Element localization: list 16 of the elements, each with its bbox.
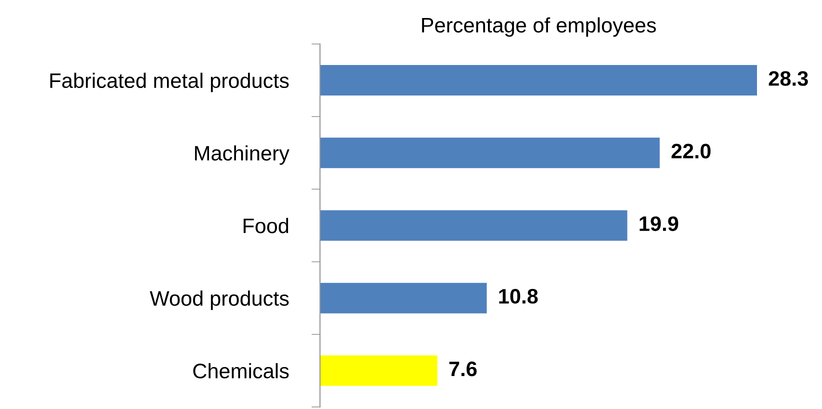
y-tick-label: Machinery xyxy=(195,145,290,165)
data-label: 7.6 xyxy=(449,362,477,376)
bar xyxy=(320,138,660,168)
y-tick-label: Chemicals xyxy=(193,363,289,378)
chart-title: Percentage of employees xyxy=(422,17,656,37)
data-label: 28.3 xyxy=(768,71,808,86)
bar xyxy=(320,65,757,96)
y-tick-label: Wood products xyxy=(150,290,289,310)
data-label: 19.9 xyxy=(640,216,678,232)
y-tick-label: Food xyxy=(244,218,288,234)
data-label: 10.8 xyxy=(499,288,538,304)
bar xyxy=(320,210,628,241)
bar xyxy=(320,282,487,314)
y-tick-label: Fabricated metal products xyxy=(50,72,289,92)
data-label: 22.0 xyxy=(672,144,711,158)
bar xyxy=(320,355,438,386)
